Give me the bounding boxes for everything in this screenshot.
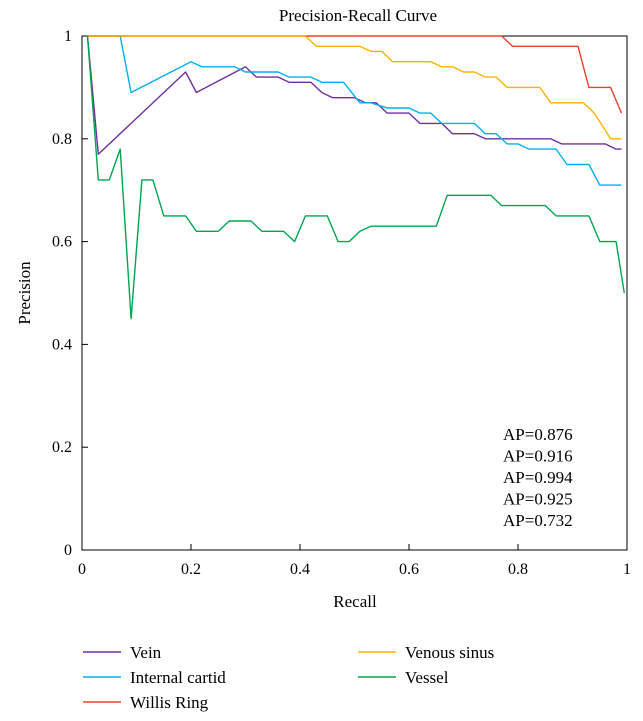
x-axis: 0 0.2 0.4 0.6 0.8 1	[78, 544, 631, 578]
y-axis: 0 0.2 0.4 0.6 0.8 1	[52, 28, 88, 559]
legend-label-vessel: Vessel	[405, 668, 449, 687]
y-tick-label: 0.8	[52, 131, 72, 148]
legend-label-willis-ring: Willis Ring	[130, 693, 209, 712]
y-tick-label: 0.6	[52, 234, 72, 251]
legend-label-vein: Vein	[130, 643, 162, 662]
series-layer	[86, 35, 625, 320]
ap-annotation: AP=0.916	[503, 447, 573, 466]
ap-annotation: AP=0.925	[503, 490, 573, 509]
x-tick-label: 0.4	[290, 561, 310, 578]
y-tick-label: 0.2	[52, 439, 72, 456]
ap-annotations: AP=0.876 AP=0.916 AP=0.994 AP=0.925 AP=0.732	[503, 425, 573, 530]
x-tick-label: 1	[623, 561, 631, 578]
series-line-vessel	[86, 35, 625, 320]
x-axis-label: Recall	[333, 592, 377, 611]
legend: Vein Internal cartid Willis Ring Venous sin…	[83, 643, 494, 712]
y-axis-label: Precision	[15, 261, 34, 325]
series-line-venous-sinus	[87, 35, 622, 140]
chart-title: Precision-Recall Curve	[279, 6, 437, 25]
y-tick-label: 0.4	[52, 336, 72, 353]
y-tick-label: 1	[64, 28, 72, 45]
ap-annotation: AP=0.732	[503, 511, 573, 530]
ap-annotation: AP=0.994	[503, 468, 573, 487]
x-tick-label: 0	[78, 561, 86, 578]
ap-annotation: AP=0.876	[503, 425, 573, 444]
x-tick-label: 0.6	[399, 561, 419, 578]
x-tick-label: 0.2	[181, 561, 201, 578]
x-tick-label: 0.8	[508, 561, 528, 578]
legend-label-venous-sinus: Venous sinus	[405, 643, 494, 662]
series-line-willis-ring	[87, 35, 623, 114]
legend-label-internal-cartid: Internal cartid	[130, 668, 226, 687]
y-tick-label: 0	[64, 542, 72, 559]
series-line-internal-cartid	[87, 35, 622, 186]
